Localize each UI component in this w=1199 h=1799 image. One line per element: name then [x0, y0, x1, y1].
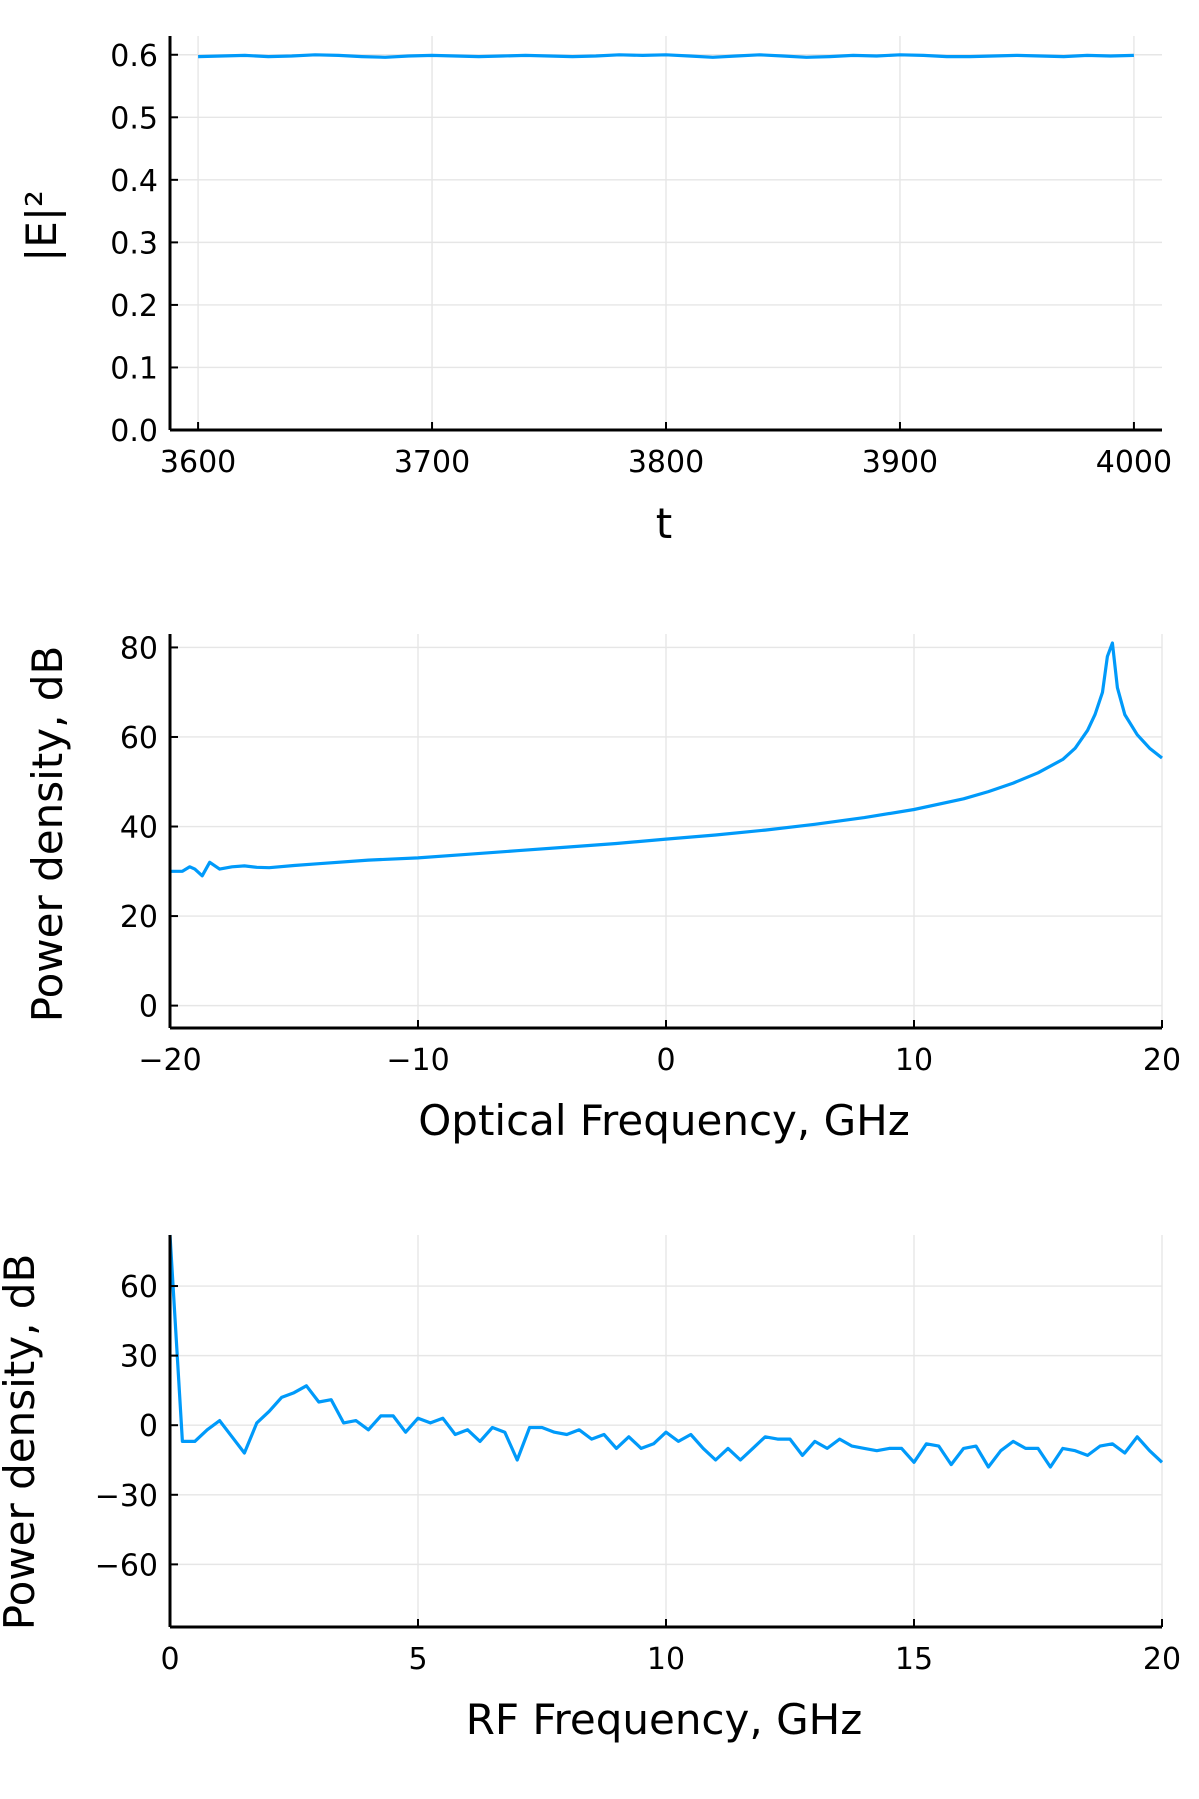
y-axis-label: |E|²: [17, 190, 66, 262]
y-tick-label: 20: [120, 900, 158, 935]
x-tick-label: 10: [647, 1642, 685, 1677]
x-tick-label: −20: [138, 1043, 201, 1078]
y-tick-label: −60: [95, 1548, 158, 1583]
y-tick-label: 30: [120, 1340, 158, 1375]
y-tick-label: 0.6: [110, 39, 158, 74]
y-tick-label: 0: [139, 990, 158, 1025]
x-tick-label: 0: [656, 1043, 675, 1078]
x-axis-label: t: [656, 499, 672, 548]
time-trace-panel: 3600 3700 3800 3900 4000 0.0 0.1 0.2 0.3 0.4 0.5 0.…: [17, 36, 1172, 548]
x-tick-label: 15: [895, 1642, 933, 1677]
x-tick-label: 3800: [628, 445, 704, 480]
y-tick-label: −30: [95, 1479, 158, 1514]
x-tick-label: 4000: [1096, 445, 1172, 480]
x-tick-label: 20: [1143, 1043, 1181, 1078]
optical-spectrum-panel: −20 −10 0 10 20 0 20 40 60 80 Optical Frequency, …: [23, 631, 1181, 1145]
y-axis-label: Power density, dB: [0, 1254, 44, 1631]
y-tick-label: 60: [120, 721, 158, 756]
y-axis-label: Power density, dB: [23, 646, 72, 1023]
x-tick-label: 0: [160, 1642, 179, 1677]
y-tick-label: 80: [120, 631, 158, 666]
y-tick-label: 0.0: [110, 414, 158, 449]
x-tick-label: 3900: [862, 445, 938, 480]
series-line: [198, 53, 1134, 59]
x-tick-label: 3700: [394, 445, 470, 480]
series-line: [170, 641, 1163, 878]
x-tick-label: −10: [386, 1043, 449, 1078]
y-tick-label: 0.3: [110, 226, 158, 261]
x-tick-label: 3600: [160, 445, 236, 480]
x-tick-label: 20: [1143, 1642, 1181, 1677]
rf-spectrum-panel: 0 5 10 15 20 −60 −30 0 30 60 RF Frequency, GHz Po…: [0, 1234, 1181, 1744]
y-tick-label: 0.2: [110, 289, 158, 324]
y-tick-label: 0.1: [110, 351, 158, 386]
x-tick-label: 10: [895, 1043, 933, 1078]
series-line: [168, 1234, 1164, 1469]
y-tick-label: 60: [120, 1270, 158, 1305]
y-tick-label: 0.4: [110, 164, 158, 199]
x-tick-label: 5: [408, 1642, 427, 1677]
x-axis-label: RF Frequency, GHz: [466, 1695, 863, 1744]
x-axis-label: Optical Frequency, GHz: [418, 1096, 910, 1145]
y-tick-label: 0.5: [110, 101, 158, 136]
y-tick-label: 0: [139, 1409, 158, 1444]
y-tick-label: 40: [120, 811, 158, 846]
